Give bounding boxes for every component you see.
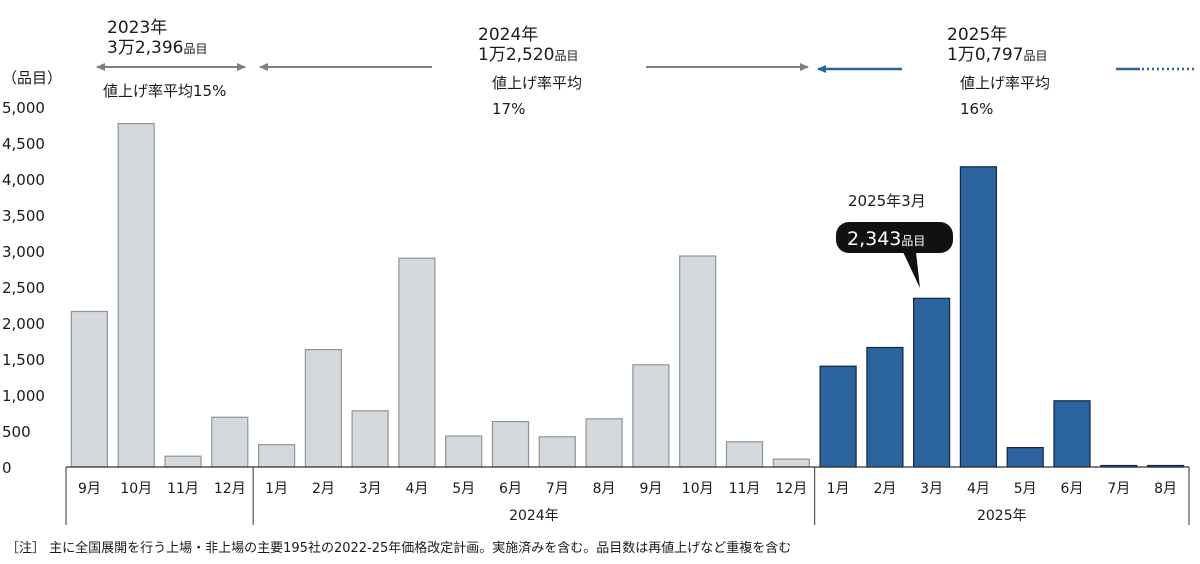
annotation-2024-rate-value: 17% <box>492 100 525 118</box>
bar <box>351 410 389 468</box>
bar <box>959 166 998 468</box>
bar <box>585 418 623 468</box>
annotation-2024-count-value: 1万2,520 <box>478 45 554 65</box>
bar <box>398 257 436 468</box>
bar <box>1006 447 1044 468</box>
y-axis-ticks: 0 500 1,000 1,500 2,000 2,500 3,000 3,500 4,000 4… <box>2 99 45 477</box>
x-tick-label: 10月 <box>120 481 152 497</box>
bar <box>866 346 904 468</box>
x-tick-label: 6月 <box>499 481 522 497</box>
bar <box>258 444 296 468</box>
callout-pointer <box>903 252 920 288</box>
annotation-2025-year: 2025年 <box>947 25 1007 45</box>
x-axis-ticks: 9月 10月 11月 12月 1月 2月 3月 4月 5月 6月 7月 8月 9月 10月 11月 12月 1月… <box>78 481 1177 497</box>
annotation-2024-rate-label: 値上げ率平均 <box>492 74 582 92</box>
year-group-labels: 2024年 2025年 <box>509 508 1027 524</box>
annotation-2025-rate-value: 16% <box>960 100 993 118</box>
annotation-2025-rate-label: 値上げ率平均 <box>960 74 1050 92</box>
y-tick-label: 5,000 <box>2 99 45 117</box>
x-tick-label: 12月 <box>214 481 246 497</box>
annotation-2023-year: 2023年 <box>107 18 167 38</box>
y-tick-label: 3,500 <box>2 207 45 225</box>
x-tick-label: 5月 <box>1014 481 1037 497</box>
callout-value: 2,343品目 <box>847 228 925 250</box>
y-tick-label: 2,000 <box>2 315 45 333</box>
x-tick-label: 8月 <box>1154 481 1177 497</box>
bar <box>304 349 342 468</box>
x-tick-label: 2月 <box>873 481 896 497</box>
annotation-2024: 2024年 1万2,520品目 値上げ率平均 17% <box>259 25 809 118</box>
y-axis-label: （品目） <box>2 69 62 87</box>
x-tick-label: 7月 <box>1107 481 1130 497</box>
x-tick-label: 4月 <box>405 481 428 497</box>
bar <box>772 458 810 468</box>
bars <box>70 122 1185 468</box>
x-tick-label: 10月 <box>682 481 714 497</box>
x-tick-label: 12月 <box>775 481 807 497</box>
x-tick-label: 11月 <box>729 481 761 497</box>
callout-bubble <box>836 222 953 253</box>
annotation-2024-count: 1万2,520品目 <box>478 45 579 65</box>
bar <box>632 364 670 468</box>
y-tick-label: 4,500 <box>2 135 45 153</box>
y-tick-label: 4,000 <box>2 171 45 189</box>
x-tick-label: 9月 <box>639 481 662 497</box>
callout-2025-march: 2025年3月 2,343品目 <box>836 192 953 288</box>
callout-title: 2025年3月 <box>848 192 926 210</box>
year-group-label: 2024年 <box>509 508 559 524</box>
annotation-2024-count-unit: 品目 <box>554 49 578 63</box>
x-tick-label: 6月 <box>1061 481 1084 497</box>
bar <box>164 455 202 468</box>
bar <box>70 310 109 468</box>
annotation-2025-count: 1万0,797品目 <box>947 45 1048 65</box>
x-tick-label: 2月 <box>312 481 335 497</box>
annotation-2023-count-unit: 品目 <box>183 42 207 56</box>
y-tick-label: 3,000 <box>2 243 45 261</box>
bar <box>117 122 155 468</box>
y-tick-label: 1,000 <box>2 387 45 405</box>
bar <box>211 416 249 468</box>
x-tick-label: 9月 <box>78 481 101 497</box>
y-tick-label: 2,500 <box>2 279 45 297</box>
x-tick-label: 3月 <box>359 481 382 497</box>
x-tick-label: 5月 <box>452 481 475 497</box>
x-tick-label: 3月 <box>920 481 943 497</box>
x-tick-label: 1月 <box>265 481 288 497</box>
callout-value-number: 2,343 <box>847 228 901 250</box>
x-tick-label: 4月 <box>967 481 990 497</box>
bar <box>1053 400 1091 468</box>
bar <box>725 441 764 468</box>
bar <box>679 255 717 468</box>
year-group-label: 2025年 <box>977 508 1027 524</box>
y-tick-label: 0 <box>2 459 12 477</box>
annotation-2025-count-value: 1万0,797 <box>947 45 1023 65</box>
x-axis <box>65 466 1190 525</box>
y-tick-label: 500 <box>2 423 31 441</box>
annotation-2023-rate: 値上げ率平均15% <box>103 82 226 100</box>
bar <box>445 435 483 468</box>
annotation-2023: 2023年 3万2,396品目 値上げ率平均15% <box>96 18 246 100</box>
bar <box>819 365 857 468</box>
x-tick-label: 8月 <box>593 481 616 497</box>
footnote: ［注］ 主に全国展開を行う上場・非上場の主要195社の2022-25年価格改定計… <box>6 541 792 556</box>
callout-value-unit: 品目 <box>901 234 925 248</box>
annotation-2024-year: 2024年 <box>478 25 538 45</box>
annotation-2023-count: 3万2,396品目 <box>107 38 208 58</box>
annotation-2025-count-unit: 品目 <box>1023 49 1047 63</box>
annotation-2025: 2025年 1万0,797品目 値上げ率平均 16% <box>817 25 1196 118</box>
y-tick-label: 1,500 <box>2 351 45 369</box>
bar <box>538 436 576 468</box>
annotation-2023-count-value: 3万2,396 <box>107 38 183 58</box>
x-tick-label: 1月 <box>827 481 850 497</box>
x-tick-label: 7月 <box>546 481 569 497</box>
bar <box>491 421 530 468</box>
x-tick-label: 11月 <box>167 481 199 497</box>
bar <box>912 297 951 468</box>
